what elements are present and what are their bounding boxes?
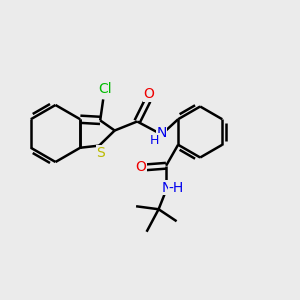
Text: N: N	[162, 181, 172, 195]
Text: H: H	[150, 134, 160, 147]
Text: N: N	[156, 126, 167, 140]
Text: Cl: Cl	[98, 82, 112, 97]
Text: S: S	[96, 146, 105, 160]
Text: O: O	[144, 87, 154, 101]
Text: -H: -H	[168, 181, 184, 195]
Text: O: O	[135, 160, 146, 174]
